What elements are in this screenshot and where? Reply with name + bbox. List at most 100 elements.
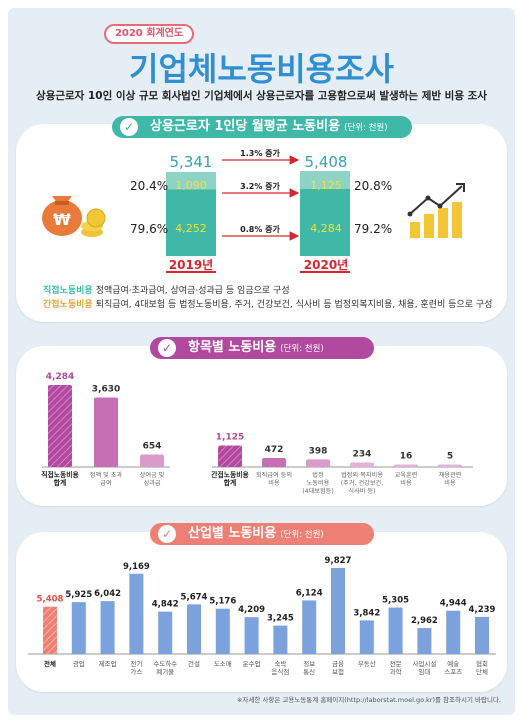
- growth-indirect-label: 3.2% 증가: [240, 181, 280, 191]
- definition-direct: 직접노동비용 정액급여·초과급여, 상여금·성과급 등 임금으로 구성: [43, 283, 290, 296]
- industry-label: 전문: [390, 659, 402, 668]
- section1-header: ✓ 상용근로자 1인당 월평균 노동비용 (단위: 천원): [112, 116, 412, 138]
- industry-label: 가스: [130, 667, 142, 676]
- indirect-2019-label: 1,090: [175, 179, 207, 192]
- industry-label: 금융: [332, 660, 344, 668]
- growth-direct-label: 0.8% 증가: [240, 224, 280, 234]
- industry-label: 보험: [332, 668, 344, 676]
- year-underline-2020: [300, 271, 350, 273]
- item-bar: [438, 464, 462, 467]
- section1-chart: ₩ 5,341 5,408 1,090 1,125 4,252 4,284 1.…: [42, 148, 465, 273]
- industry-value: 4,842: [152, 600, 179, 610]
- item-value: 4,284: [46, 372, 74, 382]
- item-bar: [262, 457, 286, 467]
- industry-value: 5,176: [209, 597, 236, 607]
- item-label: (4대보험등): [302, 487, 334, 495]
- item-label: 법정외 복지비용: [341, 471, 383, 479]
- industry-label: 도소매: [214, 660, 232, 668]
- definition-direct-text: 정액급여·초과급여, 상여금·성과급 등 임금으로 구성: [95, 286, 290, 296]
- industry-label: 제조업: [99, 660, 117, 668]
- item-label: 성과급: [143, 479, 160, 487]
- definition-direct-key: 직접노동비용: [43, 286, 93, 296]
- industry-value: 5,305: [382, 596, 409, 606]
- industry-label: 스포츠: [444, 668, 462, 676]
- industry-bar: [331, 568, 345, 654]
- section1-unit: (단위: 천원): [344, 123, 388, 133]
- subtitle-bold-3: 제반 비용 조사: [421, 90, 487, 102]
- item-bar: [218, 445, 242, 467]
- industry-bar: [215, 608, 230, 654]
- industry-value: 6,042: [94, 589, 121, 599]
- item-bar: [394, 464, 418, 467]
- item-label: 급여: [100, 479, 111, 487]
- industry-label: 건설: [188, 659, 200, 668]
- industry-label: 과학: [390, 667, 402, 676]
- item-value: 1,125: [216, 432, 244, 442]
- item-label: 비용: [268, 479, 280, 487]
- growth-chart-icon: [407, 183, 465, 238]
- industry-value: 4,239: [469, 605, 496, 615]
- year-2019-label: 2019년: [169, 258, 213, 272]
- svg-text:₩: ₩: [53, 210, 71, 229]
- item-label: 교육훈련: [395, 471, 418, 479]
- industry-label: 음식점: [271, 667, 289, 676]
- section3-unit: (단위: 천원): [280, 530, 324, 540]
- item-label: 합계: [54, 478, 67, 487]
- item-label: 비용: [444, 479, 456, 487]
- industry-bar: [244, 617, 259, 654]
- item-value: 3,630: [92, 385, 120, 395]
- industry-bar: [158, 611, 173, 654]
- indirect-pct-2019: 20.4%: [130, 179, 168, 193]
- subtitle-text-2: 에서: [233, 90, 257, 102]
- item-bar: [306, 459, 330, 467]
- check-icon: ✓: [120, 118, 138, 136]
- subtitle-text-1: 상용근로자 10인 이상 규모 회사법인: [36, 90, 205, 102]
- industry-value: 9,169: [123, 562, 150, 572]
- footnote: ※자세한 사항은 고용노동통계 홈페이지(http://laborstat.mo…: [236, 696, 501, 704]
- section2-title: 항목별 노동비용: [188, 340, 277, 355]
- direct-pct-2019: 79.6%: [130, 222, 168, 236]
- section1-title: 상용근로자 1인당 월평균 노동비용: [150, 119, 341, 134]
- section3-card: [16, 532, 507, 692]
- industry-label: 운수업: [243, 660, 261, 668]
- item-label: 비용: [400, 479, 412, 487]
- year-underline-2019: [166, 271, 216, 273]
- item-label: 합계: [224, 478, 237, 487]
- fiscal-year-badge: 2020 회계연도: [104, 24, 194, 44]
- check-icon: ✓: [158, 339, 176, 357]
- growth-total-label: 1.3% 증가: [240, 148, 280, 158]
- industry-label: 사업시설: [412, 659, 436, 668]
- industry-value: 2,962: [411, 616, 438, 626]
- industry-label: 예술: [447, 659, 459, 668]
- industry-label: 전기: [130, 659, 142, 668]
- industry-label: 광업: [73, 660, 85, 668]
- industry-value: 5,925: [65, 590, 92, 600]
- bar-direct-2020년: [300, 188, 350, 256]
- item-label: 채용관련: [439, 471, 462, 479]
- item-label: 직접노동비용: [41, 470, 79, 479]
- industry-bar: [273, 625, 288, 654]
- industry-label: 수도하수: [153, 659, 177, 668]
- industry-bar: [71, 602, 86, 654]
- item-label: 간접노동비용: [211, 470, 249, 479]
- section3-title: 산업별 노동비용: [188, 526, 277, 541]
- subtitle-bold-1: 기업체: [204, 90, 234, 102]
- definition-indirect-key: 간접노동비용: [43, 300, 93, 310]
- definition-indirect-text: 퇴직급여, 4대보험 등 법정노동비용, 주거, 건강보건, 식사비 등 법정외…: [95, 300, 493, 310]
- item-value: 398: [309, 446, 328, 456]
- check-icon: ✓: [158, 525, 176, 543]
- industry-bar: [43, 606, 57, 654]
- section2-header: ✓ 항목별 노동비용 (단위: 천원): [150, 337, 374, 359]
- industry-bar: [359, 620, 374, 654]
- bar-indirect-2020년: [300, 170, 350, 189]
- industry-value: 9,827: [325, 556, 352, 566]
- section2-unit: (단위: 천원): [280, 344, 324, 354]
- subtitle-text-3: 를 고용함으로써 발생하는: [304, 90, 422, 102]
- item-bar: [94, 397, 118, 467]
- industry-bar: [302, 600, 317, 654]
- industry-value: 5,674: [181, 592, 208, 602]
- year-2020-label: 2020년: [304, 258, 348, 272]
- industry-label: 숙박: [274, 659, 286, 668]
- indirect-pct-2020: 20.8%: [354, 179, 392, 193]
